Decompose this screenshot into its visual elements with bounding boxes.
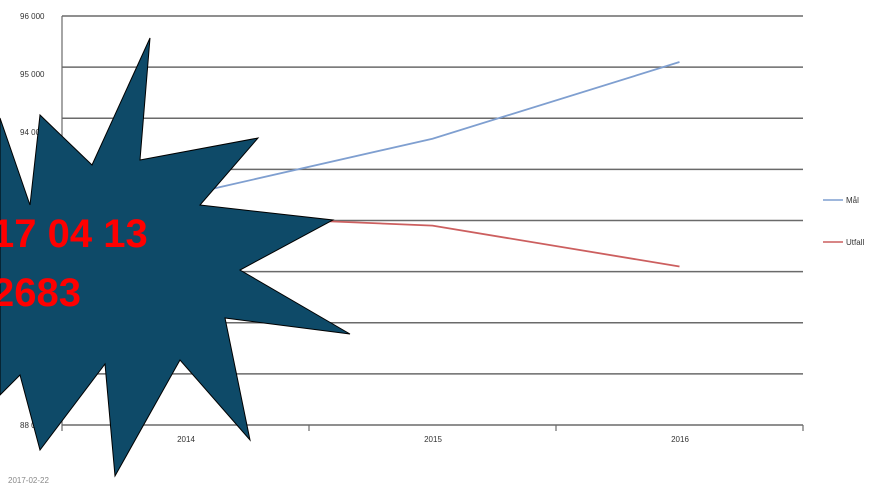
legend-label-utfall: Utfall bbox=[846, 238, 864, 247]
x-tick-label-2014: 2014 bbox=[177, 435, 195, 444]
y-tick-label-96000: 96 000 bbox=[20, 12, 45, 21]
y-tick-label-95000: 95 000 bbox=[20, 70, 45, 79]
overlay-text-line1: 17 04 13 bbox=[0, 214, 192, 254]
series-line-mal bbox=[186, 62, 680, 195]
x-tick-label-2016: 2016 bbox=[671, 435, 689, 444]
overlay-text-line2: 2683 bbox=[0, 273, 192, 313]
legend-label-mal: Mål bbox=[846, 196, 859, 205]
starburst-overlay bbox=[0, 38, 350, 476]
footer-date: 2017-02-22 bbox=[8, 476, 49, 485]
x-tick-label-2015: 2015 bbox=[424, 435, 442, 444]
legend: Mål Utfall bbox=[823, 196, 864, 247]
